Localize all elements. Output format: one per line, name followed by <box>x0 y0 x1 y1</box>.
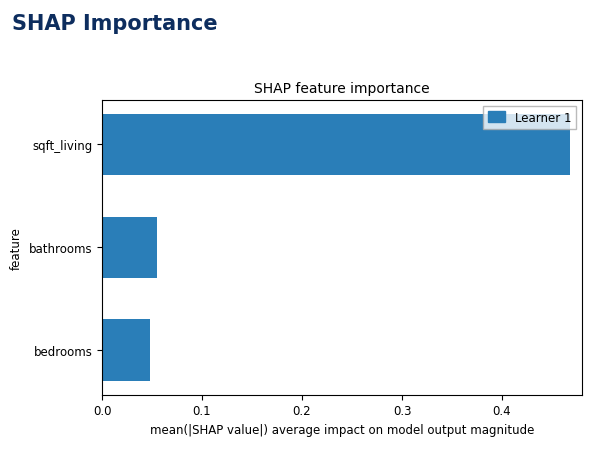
Title: SHAP feature importance: SHAP feature importance <box>254 82 430 95</box>
Legend: Learner 1: Learner 1 <box>483 107 576 129</box>
Bar <box>102 320 150 381</box>
Bar <box>102 114 570 176</box>
Y-axis label: feature: feature <box>10 226 23 269</box>
Text: SHAP Importance: SHAP Importance <box>12 14 218 34</box>
X-axis label: mean(|SHAP value|) average impact on model output magnitude: mean(|SHAP value|) average impact on mod… <box>150 423 534 436</box>
Bar <box>102 217 157 279</box>
